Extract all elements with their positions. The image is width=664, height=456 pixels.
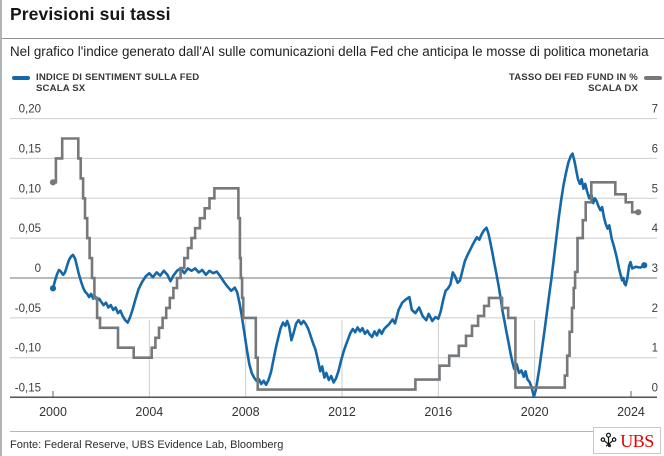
left-axis-tick-label: -0,15 xyxy=(15,383,41,395)
x-axis-year-label: 2000 xyxy=(39,405,67,419)
chart-subtitle: Nel grafico l'indice generato dall'AI su… xyxy=(10,44,649,59)
series-end-dot xyxy=(635,209,642,216)
series-start-dot xyxy=(49,285,57,292)
sentiment-line-swatch xyxy=(12,76,30,80)
x-axis-year-label: 2020 xyxy=(521,405,549,419)
x-axis-year-label: 2024 xyxy=(617,405,645,419)
ubs-keys-icon xyxy=(600,432,617,448)
left-axis-tick-label: -0,05 xyxy=(15,303,41,315)
left-axis-tick-label: 0,20 xyxy=(19,104,41,116)
x-axis-year-label: 2008 xyxy=(232,405,260,419)
sentiment-series-line xyxy=(51,152,646,399)
left-axis-tick-label: 0,15 xyxy=(19,143,41,155)
x-axis-year-label: 2016 xyxy=(424,405,452,419)
legend-fedfunds-line2: SCALA DX xyxy=(588,83,638,94)
x-axis-year-label: 2004 xyxy=(135,405,163,419)
left-axis-tick-label: 0,05 xyxy=(19,223,41,235)
legend-sentiment-line2: SCALA SX xyxy=(36,83,86,94)
series-end-dot xyxy=(641,262,648,269)
chart-legend: INDICE DI SENTIMENT SULLA FED SCALA SX T… xyxy=(2,68,664,102)
x-axis-year-label: 2012 xyxy=(328,405,356,419)
legend-sentiment-label: INDICE DI SENTIMENT SULLA FED SCALA SX xyxy=(36,72,199,94)
fedfunds-series-line xyxy=(51,137,640,391)
right-axis-tick-label: 5 xyxy=(652,183,658,195)
legend-sentiment-line1: INDICE DI SENTIMENT SULLA FED xyxy=(36,72,200,83)
legend-item-fedfunds: TASSO DEI FED FUND IN % SCALA DX xyxy=(509,72,662,94)
right-axis-tick-label: 6 xyxy=(652,143,658,155)
left-axis-tick-label: -0,10 xyxy=(15,343,41,355)
right-axis-tick-label: 1 xyxy=(652,343,658,355)
legend-fedfunds-label: TASSO DEI FED FUND IN % SCALA DX xyxy=(509,72,638,94)
ubs-wordmark: UBS xyxy=(620,430,654,451)
series-start-dot xyxy=(49,179,57,186)
legend-item-sentiment: INDICE DI SENTIMENT SULLA FED SCALA SX xyxy=(12,72,199,94)
right-axis-tick-label: 3 xyxy=(652,263,658,275)
right-axis-tick-label: 4 xyxy=(652,223,659,235)
right-axis-tick-label: 7 xyxy=(652,104,658,116)
source-note: Fonte: Federal Reserve, UBS Evidence Lab… xyxy=(10,439,284,451)
right-axis-tick-label: 0 xyxy=(652,383,658,395)
fedfunds-line-swatch xyxy=(644,76,662,80)
title-divider xyxy=(2,38,664,39)
page-title: Previsioni sui tassi xyxy=(10,4,171,24)
right-axis-tick-label: 2 xyxy=(652,303,658,315)
left-axis-tick-label: 0,10 xyxy=(19,183,41,195)
left-axis-tick-label: 0 xyxy=(35,263,41,275)
ubs-logo: UBS xyxy=(593,427,661,454)
legend-fedfunds-line1: TASSO DEI FED FUND IN % xyxy=(508,72,638,83)
footer-divider xyxy=(10,431,658,432)
